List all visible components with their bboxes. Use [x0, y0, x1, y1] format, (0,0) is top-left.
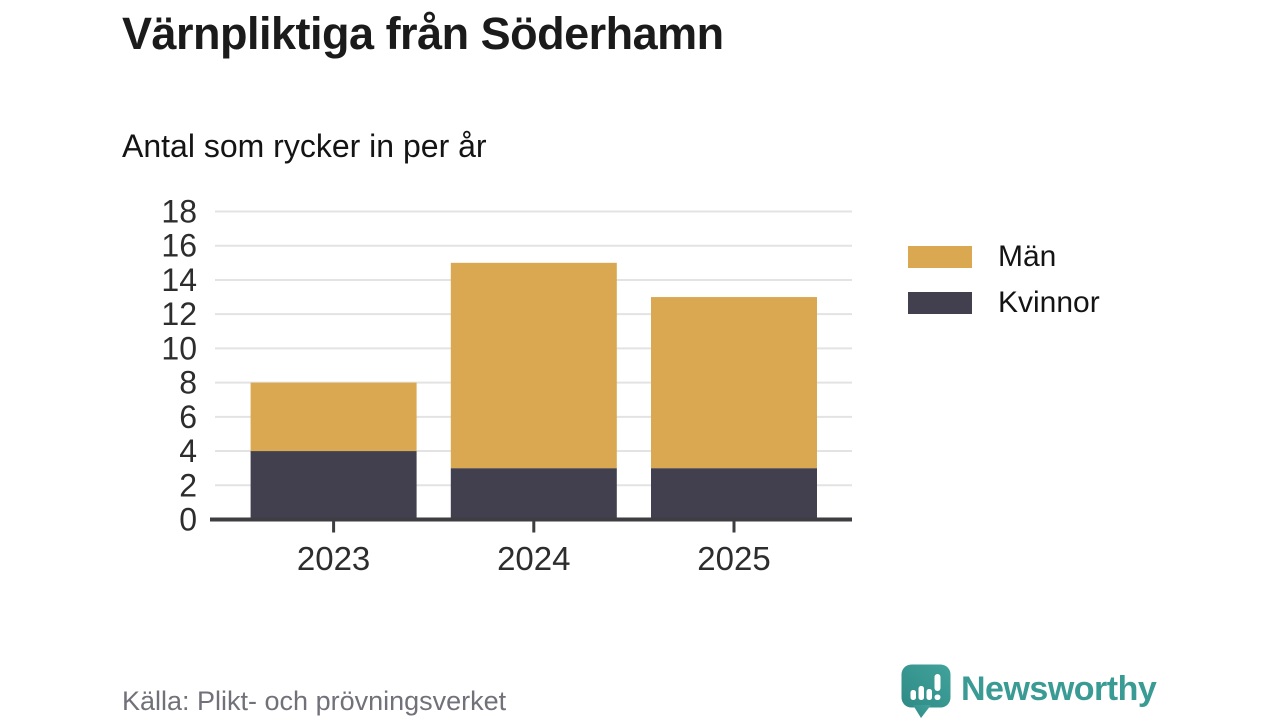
legend-swatch-kvinnor: [908, 292, 972, 314]
page-title: Värnpliktiga från Söderhamn: [122, 8, 724, 59]
svg-text:12: 12: [161, 296, 197, 332]
legend-item-kvinnor: Kvinnor: [908, 286, 1100, 319]
legend-swatch-man: [908, 246, 972, 268]
newsworthy-logo-text: Newsworthy: [961, 670, 1157, 708]
svg-text:14: 14: [161, 262, 197, 298]
newsworthy-logo: Newsworthy: [900, 663, 1260, 720]
svg-text:16: 16: [161, 228, 197, 264]
svg-text:2025: 2025: [697, 540, 770, 577]
chart-legend: Män Kvinnor: [908, 240, 1100, 319]
legend-label-kvinnor: Kvinnor: [998, 286, 1100, 319]
svg-text:2: 2: [179, 467, 197, 503]
svg-text:2024: 2024: [497, 540, 570, 577]
svg-text:4: 4: [179, 433, 197, 469]
svg-text:18: 18: [161, 195, 197, 230]
svg-text:10: 10: [161, 330, 197, 366]
svg-text:8: 8: [179, 365, 197, 401]
legend-label-man: Män: [998, 240, 1057, 273]
svg-text:6: 6: [179, 399, 197, 435]
svg-text:2023: 2023: [297, 540, 370, 577]
source-text: Källa: Plikt- och prövningsverket: [122, 686, 507, 716]
page-subtitle: Antal som rycker in per år: [122, 128, 487, 164]
svg-text:0: 0: [179, 502, 197, 538]
newsworthy-logo-icon: [901, 664, 951, 718]
legend-item-man: Män: [908, 240, 1100, 273]
